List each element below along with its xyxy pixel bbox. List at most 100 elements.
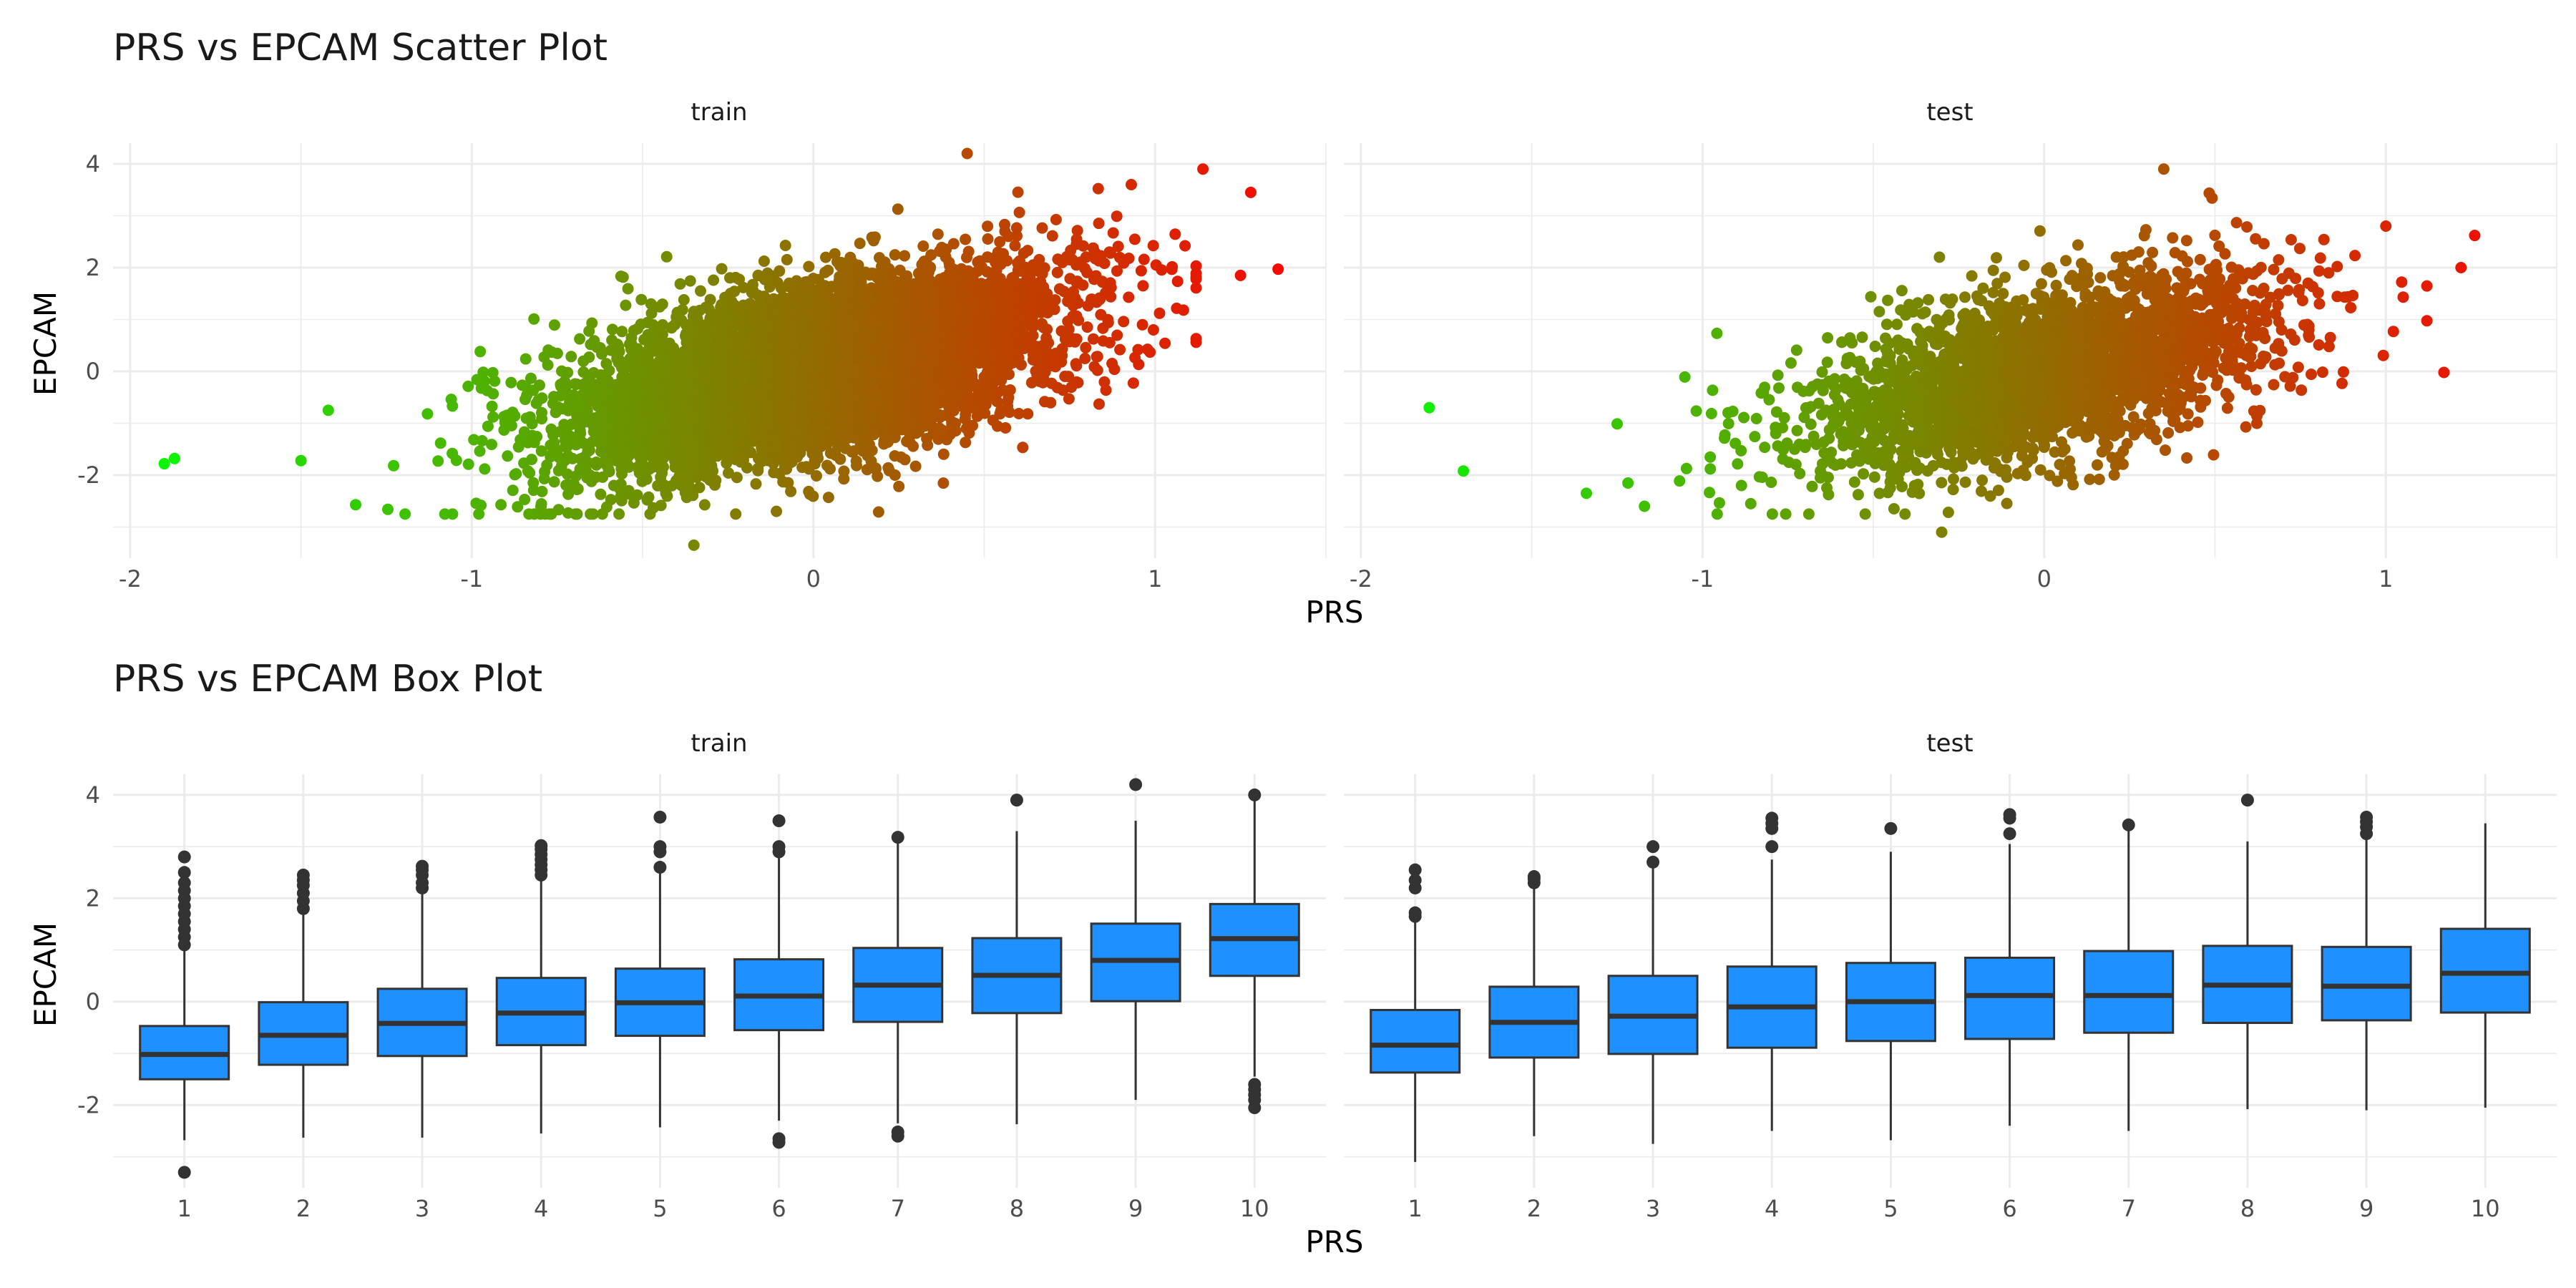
scatter-point (522, 465, 534, 477)
scatter-point (771, 505, 783, 517)
scatter-point (752, 269, 764, 281)
scatter-point (1014, 265, 1026, 277)
scatter-point (1111, 210, 1123, 223)
scatter-point (724, 288, 736, 300)
scatter-point (1111, 329, 1123, 341)
scatter-point (854, 238, 866, 250)
scatter-point (1150, 259, 1162, 271)
scatter-point (1098, 376, 1111, 388)
scatter-point (922, 439, 934, 452)
scatter-point (1048, 303, 1060, 316)
scatter-point (1009, 240, 1021, 252)
scatter-point (1190, 282, 1202, 294)
scatter-point (1001, 255, 1013, 267)
scatter-point (820, 251, 831, 263)
scatter-point (967, 419, 979, 431)
scatter-point (565, 351, 577, 363)
scatter-point (647, 319, 659, 331)
scatter-point (1179, 240, 1191, 252)
scatter-point (1064, 254, 1075, 265)
scatter-point (382, 503, 394, 515)
scatter-point (979, 407, 991, 419)
scatter-point (1118, 316, 1130, 328)
scatter-point (1010, 222, 1023, 234)
scatter-point (468, 434, 480, 446)
scatter-point (600, 501, 613, 513)
scatter-point (1123, 291, 1135, 303)
scatter-point (866, 444, 878, 457)
scatter-point (502, 450, 514, 462)
scatter-point (1136, 318, 1148, 331)
scatter-point (779, 240, 791, 251)
scatter-point (882, 462, 894, 474)
scatter-point (1190, 273, 1202, 285)
scatter-point (622, 283, 634, 295)
scatter-point (1127, 377, 1139, 389)
scatter-point (1022, 245, 1034, 257)
scatter-point (432, 455, 444, 467)
scatter-point (868, 429, 880, 441)
scatter-point (641, 494, 653, 506)
scatter-point (889, 249, 901, 261)
scatter-point (746, 287, 758, 298)
scatter-point (1114, 343, 1126, 356)
scatter-point (510, 468, 522, 480)
scatter-point (918, 255, 930, 268)
scatter-point (750, 478, 762, 490)
scatter-point (1081, 321, 1093, 333)
scatter-point (552, 464, 565, 477)
scatter-point (1025, 376, 1038, 389)
scatter-point (617, 271, 629, 283)
scatter-point (867, 235, 879, 247)
scatter-point (1190, 260, 1202, 272)
scatter-point (1053, 283, 1065, 295)
scatter-point (730, 508, 742, 520)
scatter-point (1069, 336, 1081, 348)
scatter-point (548, 319, 560, 331)
scatter-point (748, 302, 760, 314)
scatter-point (577, 366, 590, 378)
scatter-point (688, 447, 701, 459)
scatter-point (584, 469, 596, 482)
scatter-point (698, 499, 711, 511)
scatter-point (479, 463, 491, 475)
scatter-point (1169, 228, 1181, 240)
scatter-point (1065, 381, 1078, 394)
scatter-point (487, 411, 499, 423)
scatter-point (796, 462, 809, 474)
scatter-point (539, 508, 551, 520)
scatter-point (695, 285, 706, 297)
scatter-point (498, 424, 510, 436)
scatter-point (1022, 408, 1034, 420)
scatter-point (737, 299, 749, 311)
scatter-point (917, 240, 930, 252)
scatter-point (851, 459, 862, 472)
scatter-point (512, 501, 524, 513)
scatter-point (807, 490, 819, 502)
scatter-point (1093, 398, 1105, 410)
scatter-point (587, 367, 600, 379)
scatter-point (674, 278, 686, 290)
scatter-point (577, 355, 590, 367)
scatter-point (893, 480, 905, 492)
scatter-point (661, 490, 673, 502)
scatter-point (1091, 351, 1103, 363)
scatter-point (519, 394, 531, 406)
scatter-point (821, 459, 833, 472)
scatter-point (1002, 230, 1015, 243)
scatter-point (666, 321, 678, 333)
scatter-point (686, 317, 698, 329)
scatter-point (809, 458, 821, 470)
scatter-point (724, 272, 736, 284)
scatter-point (474, 445, 486, 457)
scatter-point (388, 459, 400, 472)
scatter-point (1013, 206, 1025, 218)
scatter-point (982, 233, 994, 245)
scatter-point (528, 313, 540, 325)
scatter-point (1080, 341, 1092, 353)
scatter-point (475, 382, 487, 394)
scatter-point (1147, 240, 1159, 252)
scatter-point (487, 388, 499, 400)
scatter-point (475, 499, 487, 512)
